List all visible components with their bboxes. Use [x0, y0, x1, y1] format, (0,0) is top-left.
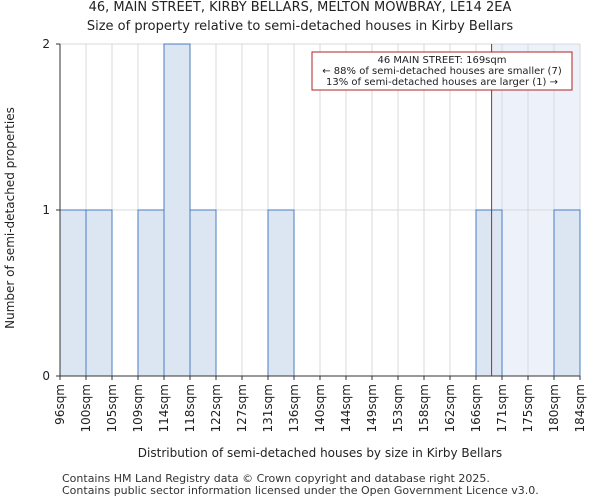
x-tick-label: 166sqm: [469, 384, 483, 432]
footer-copyright: Contains HM Land Registry data © Crown c…: [62, 472, 490, 485]
annotation-line: 13% of semi-detached houses are larger (…: [326, 77, 558, 88]
x-tick-label: 131sqm: [261, 384, 275, 432]
x-tick-label: 162sqm: [443, 384, 457, 432]
x-tick-label: 153sqm: [391, 384, 405, 432]
x-tick-label: 100sqm: [79, 384, 93, 432]
x-tick-label: 96sqm: [53, 384, 67, 425]
annotation-box: [311, 51, 573, 91]
x-tick-label: 149sqm: [365, 384, 379, 432]
annotation-line: 46 MAIN STREET: 169sqm: [378, 55, 507, 66]
bar-100sqm: [85, 209, 113, 377]
x-tick-label: 109sqm: [131, 384, 145, 432]
x-tick-label: 171sqm: [495, 384, 509, 432]
chart-title: 46, MAIN STREET, KIRBY BELLARS, MELTON M…: [88, 0, 512, 15]
x-tick-label: 180sqm: [547, 384, 561, 432]
x-tick-label: 114sqm: [157, 384, 171, 432]
footer-licence: Contains public sector information licen…: [62, 484, 539, 497]
x-tick-label: 140sqm: [313, 384, 327, 432]
x-tick-label: 127sqm: [235, 384, 249, 432]
y-tick-label: 2: [42, 37, 50, 51]
bar-131sqm: [267, 209, 295, 377]
x-tick-label: 122sqm: [209, 384, 223, 432]
x-axis-label: Distribution of semi-detached houses by …: [138, 446, 502, 460]
x-tick-label: 136sqm: [287, 384, 301, 432]
bar-109sqm: [137, 209, 165, 377]
annotation-line: ← 88% of semi-detached houses are smalle…: [322, 66, 562, 77]
bar-180sqm: [553, 209, 581, 377]
y-tick-label: 0: [42, 369, 50, 383]
chart-subtitle: Size of property relative to semi-detach…: [86, 19, 514, 34]
x-tick-label: 158sqm: [417, 384, 431, 432]
x-tick-label: 144sqm: [339, 384, 353, 432]
bar-118sqm: [189, 209, 217, 377]
y-axis-label: Number of semi-detached properties: [3, 107, 17, 329]
bar-96sqm: [59, 209, 87, 377]
x-tick-label: 184sqm: [573, 384, 587, 432]
x-tick-label: 175sqm: [521, 384, 535, 432]
x-tick-label: 118sqm: [183, 384, 197, 432]
y-tick-label: 1: [42, 203, 50, 217]
bar-114sqm: [163, 43, 191, 377]
bar-166sqm: [475, 209, 503, 377]
x-tick-label: 105sqm: [105, 384, 119, 432]
